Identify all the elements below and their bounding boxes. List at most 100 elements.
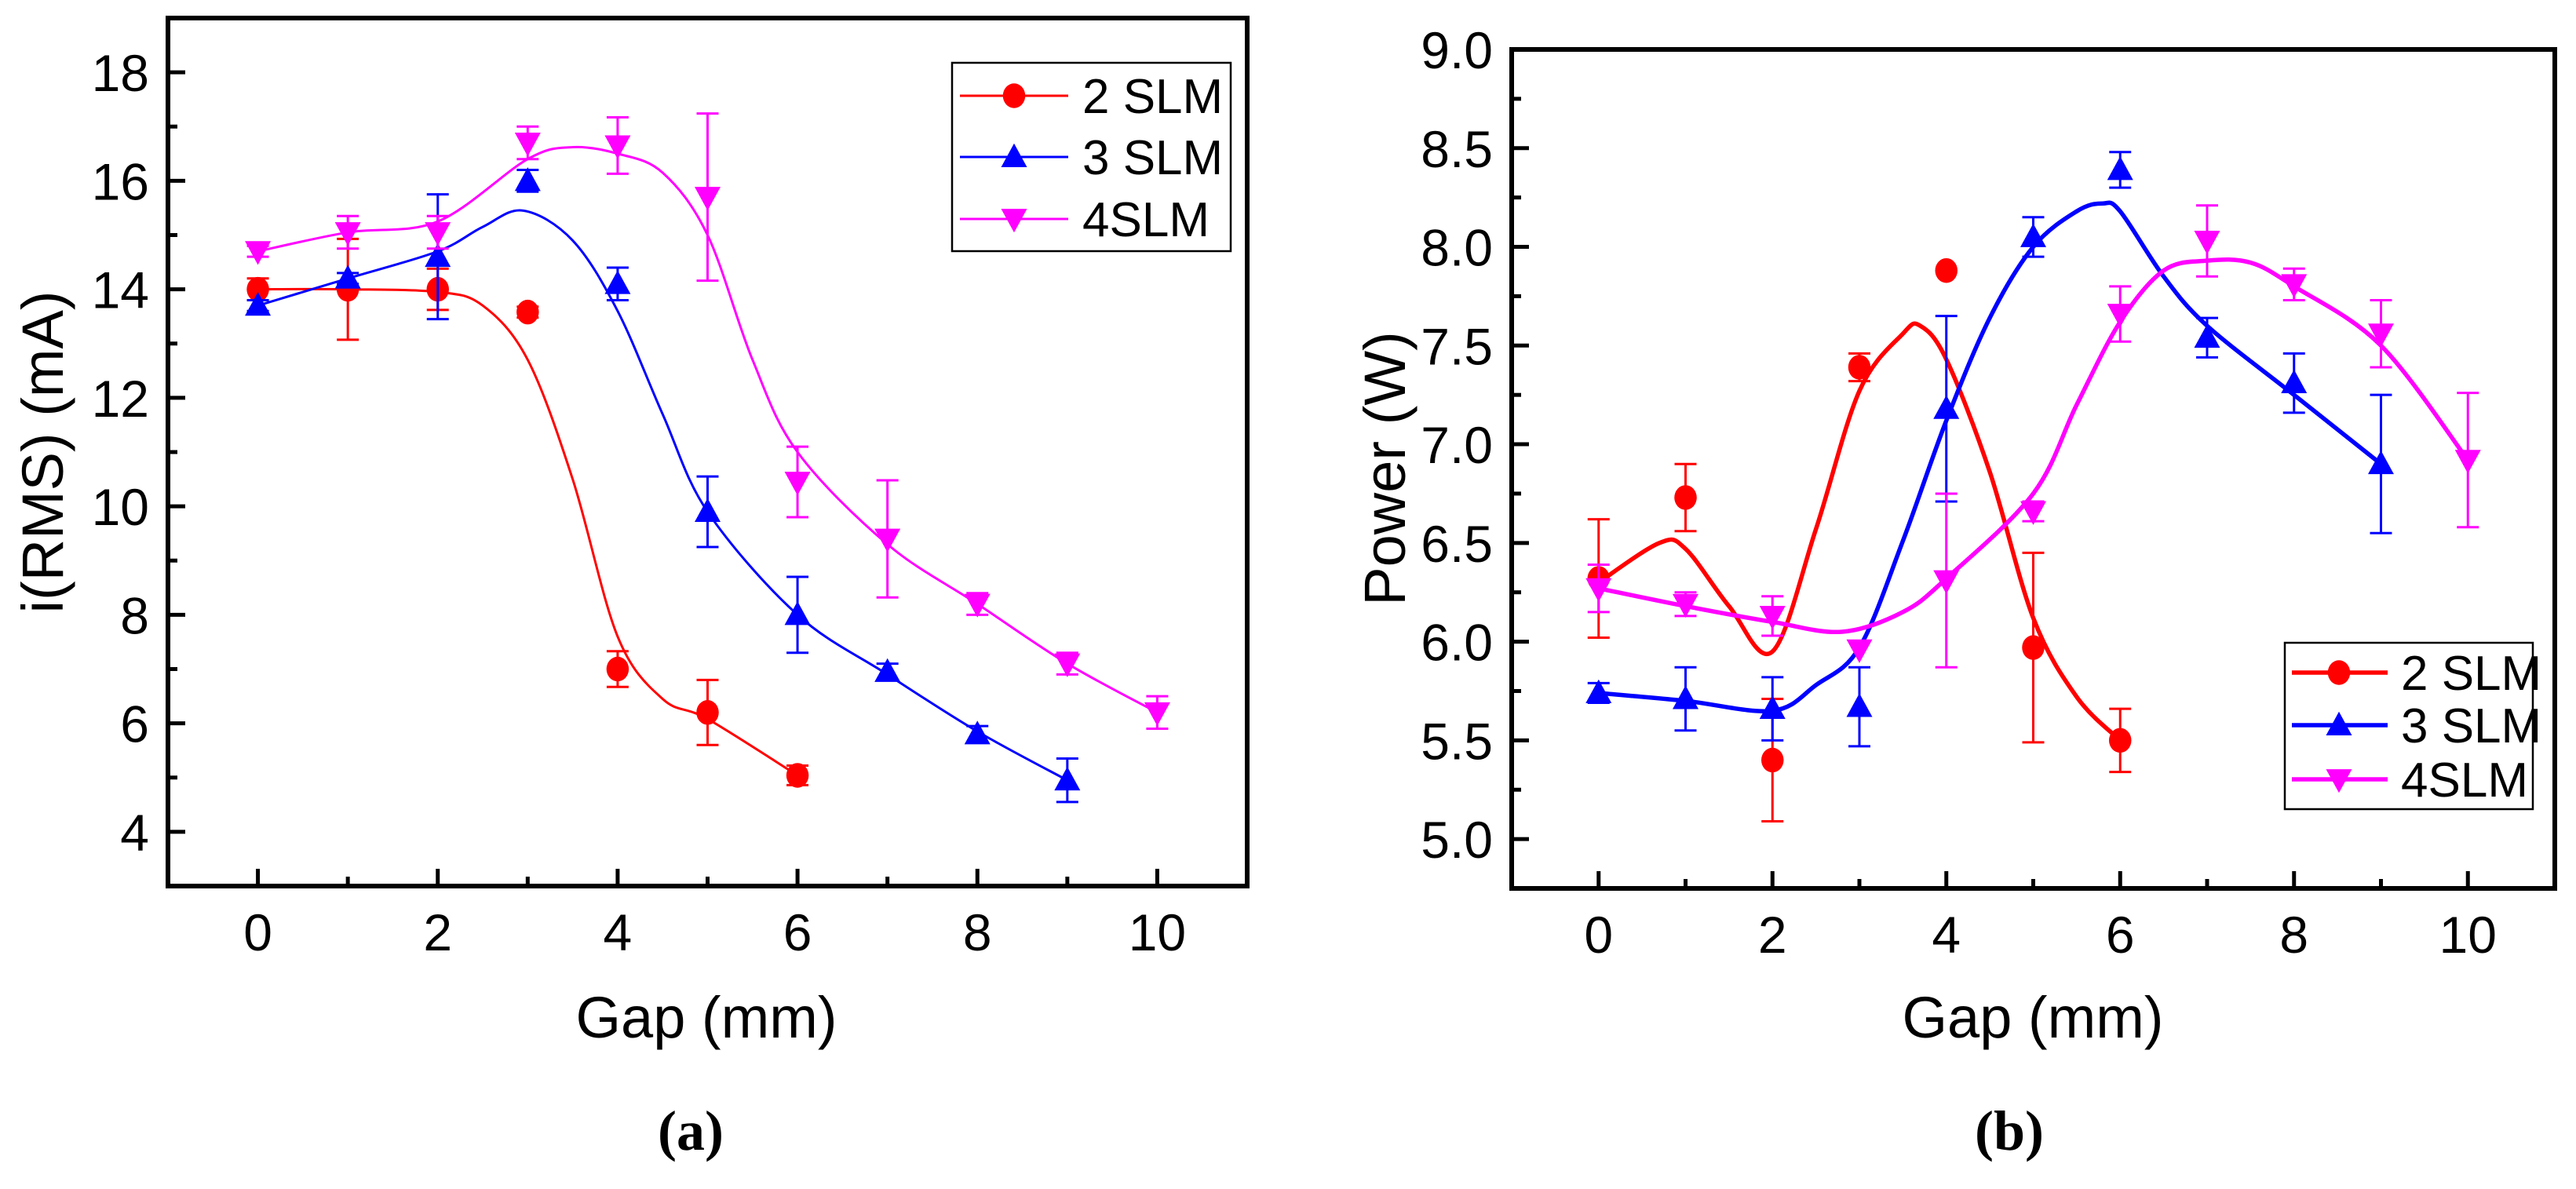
data-point (2368, 450, 2394, 475)
y-tick-label: 6 (120, 695, 149, 753)
data-point (334, 264, 361, 289)
data-point (786, 763, 809, 788)
data-point (1054, 653, 1081, 677)
data-point (245, 241, 272, 265)
data-point (964, 593, 991, 618)
data-point (1674, 485, 1697, 510)
data-point (1673, 593, 1698, 618)
x-tick-label: 4 (1932, 906, 1961, 964)
fit-curve (1598, 200, 2383, 713)
y-tick-label: 10 (92, 478, 149, 536)
data-point (2109, 728, 2132, 753)
legend-marker (2326, 769, 2352, 793)
x-tick-label: 0 (1584, 906, 1613, 964)
y-tick-label: 7.0 (1421, 416, 1493, 474)
data-point (514, 167, 541, 191)
x-tick-label: 2 (423, 903, 452, 961)
data-point (1585, 679, 1612, 703)
data-point (696, 700, 719, 725)
x-tick-label: 10 (1129, 903, 1186, 961)
chart-b: Power (W) Gap (mm) (b) 0 2 4 6 8 10 5.0 5.5 6.0 6… (1352, 21, 2557, 1162)
y-tick-label: 6.0 (1421, 614, 1493, 672)
panel-label-b: (b) (1975, 1100, 2044, 1162)
x-tick-label: 8 (2279, 906, 2308, 964)
data-point (1673, 685, 1698, 709)
data-point (874, 528, 901, 553)
data-point (2281, 274, 2308, 298)
data-point (964, 720, 991, 745)
x-tick-label: 8 (963, 903, 992, 961)
data-point (246, 276, 269, 302)
series-3slm (1585, 151, 2394, 748)
plot-frame (166, 16, 1250, 888)
data-point (516, 299, 539, 325)
legend-marker (1001, 143, 1027, 167)
data-point (2281, 369, 2308, 394)
data-point (2454, 450, 2481, 474)
y-tick-label: 8.0 (1421, 219, 1493, 277)
x-tick-label: 10 (2439, 906, 2497, 964)
data-point (514, 133, 541, 157)
panel-label-a: (a) (658, 1100, 724, 1162)
data-point (1935, 257, 1958, 283)
legend-label: 2 SLM (1082, 70, 1223, 124)
data-point (1585, 578, 1612, 602)
fit-curve (257, 287, 798, 777)
plot-frame (1509, 47, 2557, 891)
series-2slm (246, 237, 809, 788)
data-point (604, 135, 631, 159)
legend-marker (2327, 660, 2351, 685)
x-axis-title-a: Gap (mm) (576, 985, 837, 1050)
data-point (2022, 635, 2045, 660)
data-point (784, 601, 811, 626)
legend-label: 3 SLM (2401, 699, 2541, 753)
y-tick-label: 4 (120, 804, 149, 862)
y-tick-label: 6.5 (1421, 515, 1493, 573)
data-point (1848, 355, 1871, 380)
data-point (1846, 693, 1873, 717)
legend-label: 4SLM (2401, 753, 2528, 808)
data-point (604, 270, 631, 294)
data-point (2020, 223, 2046, 247)
data-point (695, 498, 721, 522)
x-tick-label: 4 (604, 903, 633, 961)
data-point (1846, 639, 1873, 663)
legend-marker (1002, 83, 1026, 108)
y-tick-label: 12 (92, 370, 149, 428)
data-point (874, 658, 901, 682)
y-axis-title-a: i(RMS) (mA) (10, 290, 75, 613)
legend-marker (1001, 209, 1027, 233)
y-tick-label: 14 (92, 261, 149, 319)
y-tick-label: 16 (92, 152, 149, 210)
y-tick-label: 7.5 (1421, 317, 1493, 375)
data-point (606, 656, 629, 682)
y-tick-label: 18 (92, 44, 149, 102)
data-point (245, 292, 272, 316)
data-point (1933, 570, 1960, 594)
fit-curve (1597, 321, 2122, 742)
series-4slm (1585, 204, 2481, 669)
x-tick-label: 0 (243, 903, 272, 961)
data-point (2107, 304, 2133, 328)
x-axis-title-b: Gap (mm) (1903, 985, 2164, 1050)
x-tick-label: 6 (2106, 906, 2135, 964)
data-point (1761, 747, 1784, 773)
data-point (2368, 323, 2394, 348)
legend-label: 4SLM (1082, 193, 1210, 247)
data-point (2020, 501, 2046, 525)
legend-label: 2 SLM (2401, 647, 2541, 701)
series-2slm (1587, 257, 2132, 822)
data-point (2194, 231, 2220, 255)
chart-a: i(RMS) (mA) Gap (mm) (a) 0 2 4 6 8 10 4 6 8 10 12 1… (10, 16, 1250, 1162)
data-point (695, 187, 721, 211)
data-point (1759, 605, 1786, 630)
data-point (2194, 323, 2220, 348)
x-tick-label: 6 (783, 903, 812, 961)
y-axis-title-b: Power (W) (1352, 331, 1418, 605)
data-point (784, 472, 811, 496)
y-tick-label: 8 (120, 586, 149, 644)
y-tick-label: 5.0 (1421, 811, 1493, 869)
